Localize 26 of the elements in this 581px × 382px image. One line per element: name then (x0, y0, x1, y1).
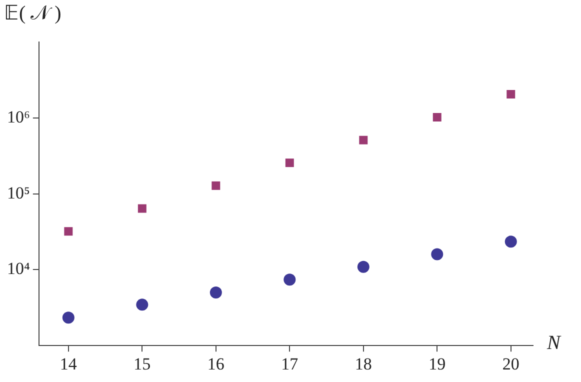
point (284, 274, 296, 286)
point (359, 136, 368, 144)
x-tick-label: 20 (502, 354, 520, 374)
point (357, 260, 370, 273)
point (210, 286, 222, 299)
x-tick-label: 19 (428, 354, 446, 374)
x-tick-label: 16 (207, 354, 224, 374)
x-tick-label: 15 (134, 354, 151, 374)
x-tick-label: 17 (281, 354, 299, 374)
y-tick-label: 10⁵ (6, 183, 30, 202)
x-tick-label: 14 (60, 354, 78, 374)
point (138, 204, 146, 213)
point (285, 158, 294, 168)
y-axis-title: 𝔼( 𝒩 ) (4, 2, 62, 24)
point (504, 236, 517, 248)
y-tick-label: 10⁴ (6, 259, 30, 278)
point (64, 227, 73, 236)
point (431, 248, 444, 260)
point (432, 113, 442, 122)
y-tick-label: 10⁶ (6, 107, 30, 126)
x-axis-title: N (546, 332, 562, 354)
point (62, 312, 74, 324)
x-tick-label: 18 (354, 354, 372, 374)
point (136, 298, 148, 311)
point (506, 90, 516, 98)
point (212, 181, 220, 190)
